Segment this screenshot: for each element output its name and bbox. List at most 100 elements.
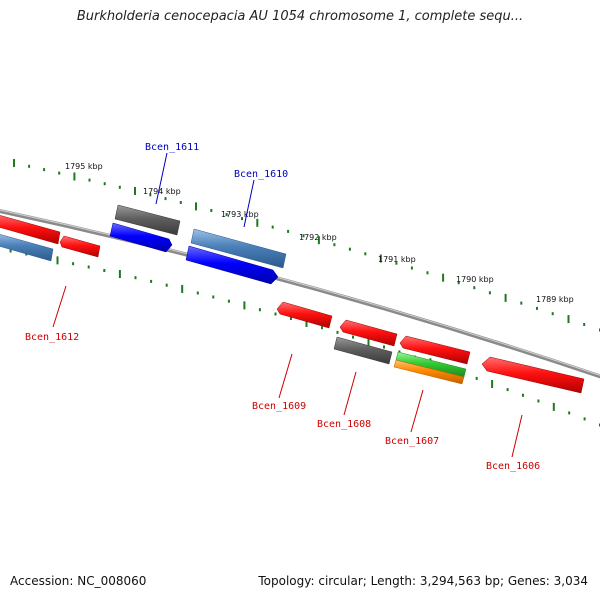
- feature-reverse-red-3[interactable]: [399, 335, 471, 365]
- lower-tick: [258, 308, 261, 312]
- upper-tick: [225, 213, 228, 216]
- gene-bcen-1608[interactable]: [333, 336, 393, 365]
- leader-bcen-1612: [52, 285, 67, 328]
- scale-label-1791: 1791 kbp: [378, 255, 416, 264]
- label-bcen-1612[interactable]: Bcen_1612: [25, 332, 79, 343]
- upper-tick: [256, 218, 259, 227]
- lower-tick: [475, 376, 478, 380]
- scale-track-upper: [13, 159, 600, 332]
- leader-bcen-1609: [278, 353, 293, 399]
- upper-tick: [348, 247, 351, 251]
- lower-tick: [321, 326, 323, 330]
- scale-label-1795: 1795 kbp: [65, 162, 103, 171]
- lower-tick: [103, 269, 106, 272]
- upper-tick: [118, 185, 121, 189]
- lower-tick: [181, 285, 184, 293]
- lower-tick: [383, 345, 385, 349]
- label-bcen-1606[interactable]: Bcen_1606: [486, 461, 540, 472]
- upper-tick: [410, 266, 413, 270]
- upper-tick: [488, 291, 491, 295]
- genome-summary-text: Topology: circular; Length: 3,294,563 bp…: [258, 574, 588, 588]
- upper-tick: [271, 225, 274, 229]
- gene-bcen-1606[interactable]: [481, 356, 585, 394]
- lower-tick: [552, 402, 555, 411]
- upper-tick: [317, 236, 320, 245]
- upper-tick: [426, 271, 429, 275]
- upper-tick: [28, 164, 31, 168]
- upper-tick: [442, 273, 445, 282]
- scale-label-1794: 1794 kbp: [143, 187, 181, 196]
- upper-tick: [551, 312, 554, 316]
- label-bcen-1609[interactable]: Bcen_1609: [252, 401, 306, 412]
- upper-tick: [58, 171, 61, 175]
- lower-tick: [134, 276, 137, 280]
- upper-tick: [210, 209, 213, 212]
- lower-tick: [150, 279, 153, 283]
- upper-tick: [241, 217, 243, 221]
- lower-tick: [305, 319, 308, 327]
- leader-bcen-1610: [243, 179, 255, 228]
- feature-forward-red-small[interactable]: [59, 235, 101, 258]
- lower-tick: [165, 283, 168, 287]
- label-bcen-1611[interactable]: Bcen_1611: [145, 142, 199, 153]
- upper-tick: [333, 243, 336, 247]
- upper-tick: [504, 293, 507, 302]
- upper-tick: [287, 229, 290, 233]
- label-bcen-1610[interactable]: Bcen_1610: [234, 169, 288, 180]
- lower-tick: [506, 388, 509, 392]
- lower-tick: [196, 291, 199, 295]
- scale-label-1793: 1793 kbp: [221, 210, 259, 219]
- feature-forward-blue-2[interactable]: [185, 245, 279, 285]
- gene-bcen-1607-orange[interactable]: [393, 359, 465, 385]
- label-bcen-1608[interactable]: Bcen_1608: [317, 419, 371, 430]
- scale-track-lower: [9, 249, 600, 427]
- lower-tick: [352, 335, 354, 339]
- lower-tick: [274, 312, 277, 316]
- lower-tick: [398, 350, 401, 354]
- accession-text: Accession: NC_008060: [10, 574, 147, 588]
- lower-tick: [87, 265, 90, 269]
- lower-tick: [9, 249, 12, 253]
- feature-forward-steel-left[interactable]: [0, 233, 54, 262]
- feature-forward-red-left[interactable]: [0, 214, 61, 245]
- feature-forward-blue-1[interactable]: [109, 222, 173, 253]
- upper-tick: [88, 178, 91, 182]
- leader-bcen-1606: [511, 414, 523, 458]
- lower-tick: [522, 393, 524, 397]
- upper-tick: [302, 234, 305, 238]
- chromosome-backbone: [0, 209, 600, 379]
- upper-tick: [149, 193, 152, 197]
- lower-tick: [243, 301, 246, 310]
- lower-tick: [568, 411, 571, 415]
- chromosome-backbone-highlight: [0, 209, 600, 376]
- gene-bcen-1611[interactable]: [114, 204, 181, 236]
- lower-tick: [537, 399, 540, 403]
- upper-tick: [13, 159, 15, 167]
- leader-bcen-1607: [410, 389, 424, 433]
- feature-reverse-red-1[interactable]: [276, 301, 333, 329]
- gene-bcen-1610[interactable]: [190, 228, 287, 269]
- map-title: Burkholderia cenocepacia AU 1054 chromos…: [76, 9, 524, 24]
- upper-tick: [567, 315, 570, 324]
- label-bcen-1607[interactable]: Bcen_1607: [385, 436, 439, 447]
- lower-tick: [336, 330, 339, 334]
- upper-tick: [364, 252, 367, 256]
- lower-tick: [72, 262, 75, 266]
- upper-tick: [164, 197, 167, 201]
- upper-tick: [43, 168, 46, 172]
- scale-label-1792: 1792 kbp: [299, 233, 337, 242]
- lower-tick: [56, 256, 59, 265]
- lower-tick: [583, 417, 586, 421]
- lower-tick: [212, 295, 215, 299]
- lower-tick: [491, 380, 494, 388]
- leader-bcen-1608: [343, 371, 357, 416]
- feature-reverse-red-2[interactable]: [339, 319, 398, 347]
- upper-tick: [73, 172, 76, 181]
- upper-tick: [103, 182, 106, 186]
- upper-tick: [179, 201, 182, 204]
- lower-tick: [227, 299, 230, 303]
- upper-tick: [536, 306, 538, 310]
- upper-tick: [520, 301, 523, 305]
- lower-tick: [290, 317, 292, 320]
